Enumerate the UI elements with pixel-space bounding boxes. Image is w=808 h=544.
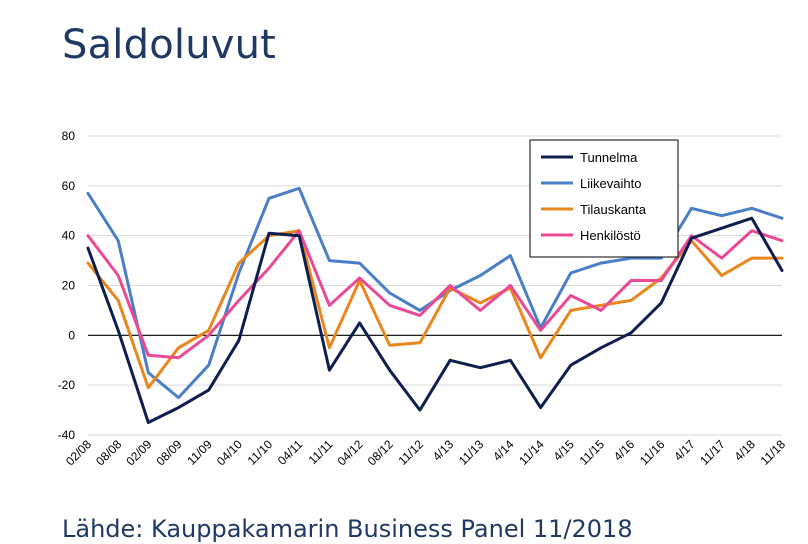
y-tick-label: 0 <box>68 328 75 342</box>
x-tick-label: 04/12 <box>335 437 366 468</box>
x-tick-label: 04/10 <box>214 437 245 468</box>
x-tick-label: 11/11 <box>306 437 336 467</box>
x-tick-label: 08/09 <box>154 437 185 468</box>
x-tick-label: 11/14 <box>516 437 547 468</box>
source-note: Lähde: Kauppakamarin Business Panel 11/2… <box>62 515 633 543</box>
x-tick-label: 4/13 <box>430 437 457 464</box>
x-tick-label: 11/16 <box>637 437 668 468</box>
x-tick-label: 4/16 <box>611 437 638 464</box>
x-tick-label: 4/18 <box>732 437 759 464</box>
y-tick-label: 20 <box>62 279 76 293</box>
x-tick-label: 04/11 <box>275 437 306 468</box>
x-tick-label: 11/17 <box>697 437 728 468</box>
x-tick-label: 4/17 <box>671 437 698 464</box>
x-tick-label: 11/10 <box>245 437 276 468</box>
x-tick-label: 02/09 <box>123 437 154 468</box>
x-tick-label: 4/14 <box>490 437 517 464</box>
page-title: Saldoluvut <box>62 22 277 68</box>
y-tick-label: -20 <box>58 378 76 392</box>
x-tick-label: 4/15 <box>550 437 577 464</box>
legend-box <box>529 139 679 258</box>
x-tick-label: 08/12 <box>365 437 396 468</box>
legend-label: Tilauskanta <box>580 202 647 217</box>
series-line-henkilöstö <box>86 229 784 360</box>
y-tick-label: 40 <box>62 229 76 243</box>
y-tick-label: -40 <box>58 428 76 442</box>
x-tick-label: 11/09 <box>184 437 215 468</box>
x-tick-label: 11/15 <box>577 437 608 468</box>
x-tick-label: 08/08 <box>93 437 124 468</box>
y-tick-label: 60 <box>62 179 76 193</box>
x-tick-label: 11/18 <box>758 437 789 468</box>
y-tick-label: 80 <box>62 129 76 143</box>
series-line-tunnelma <box>86 216 784 424</box>
legend-label: Liikevaihto <box>580 176 641 191</box>
legend-label: Henkilöstö <box>580 228 641 243</box>
x-tick-label: 11/12 <box>396 437 427 468</box>
legend-label: Tunnelma <box>580 150 638 165</box>
x-tick-label: 11/13 <box>456 437 487 468</box>
